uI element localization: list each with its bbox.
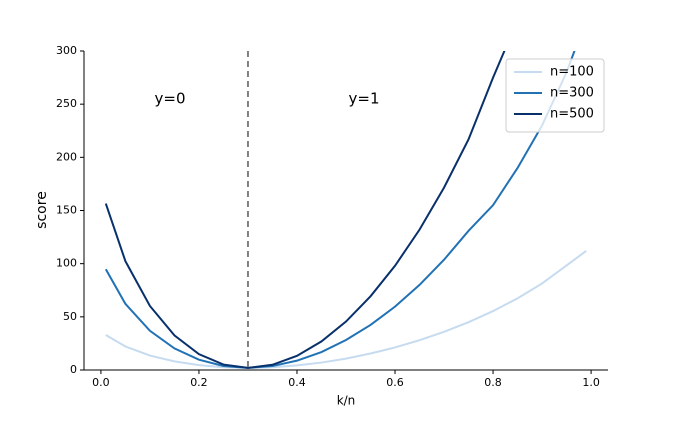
y-tick-label: 50 (63, 310, 77, 323)
x-tick-label: 0.8 (484, 376, 502, 389)
y-axis-label: score (34, 191, 50, 229)
x-tick-label: 0.2 (190, 376, 208, 389)
legend-label: n=500 (550, 107, 594, 122)
annotation: y=0 (155, 90, 186, 108)
y-tick-label: 300 (56, 44, 77, 57)
x-tick-label: 1.0 (582, 376, 600, 389)
line (105, 250, 587, 369)
x-axis-label: k/n (337, 394, 356, 408)
plot-area (104, 51, 587, 369)
legend-label: n=100 (550, 65, 594, 80)
x-tick-label: 0.6 (386, 376, 404, 389)
x-tick-label: 0.4 (288, 376, 306, 389)
y-tick-label: 0 (70, 363, 77, 376)
x-tick-label: 0.0 (92, 376, 110, 389)
y-tick-label: 200 (56, 150, 77, 163)
annotation: y=1 (349, 90, 380, 108)
y-tick-label: 100 (56, 257, 77, 270)
legend-label: n=300 (550, 86, 594, 101)
line (104, 51, 576, 369)
y-tick-label: 150 (56, 204, 77, 217)
line (104, 51, 506, 369)
y-tick-label: 250 (56, 97, 77, 110)
